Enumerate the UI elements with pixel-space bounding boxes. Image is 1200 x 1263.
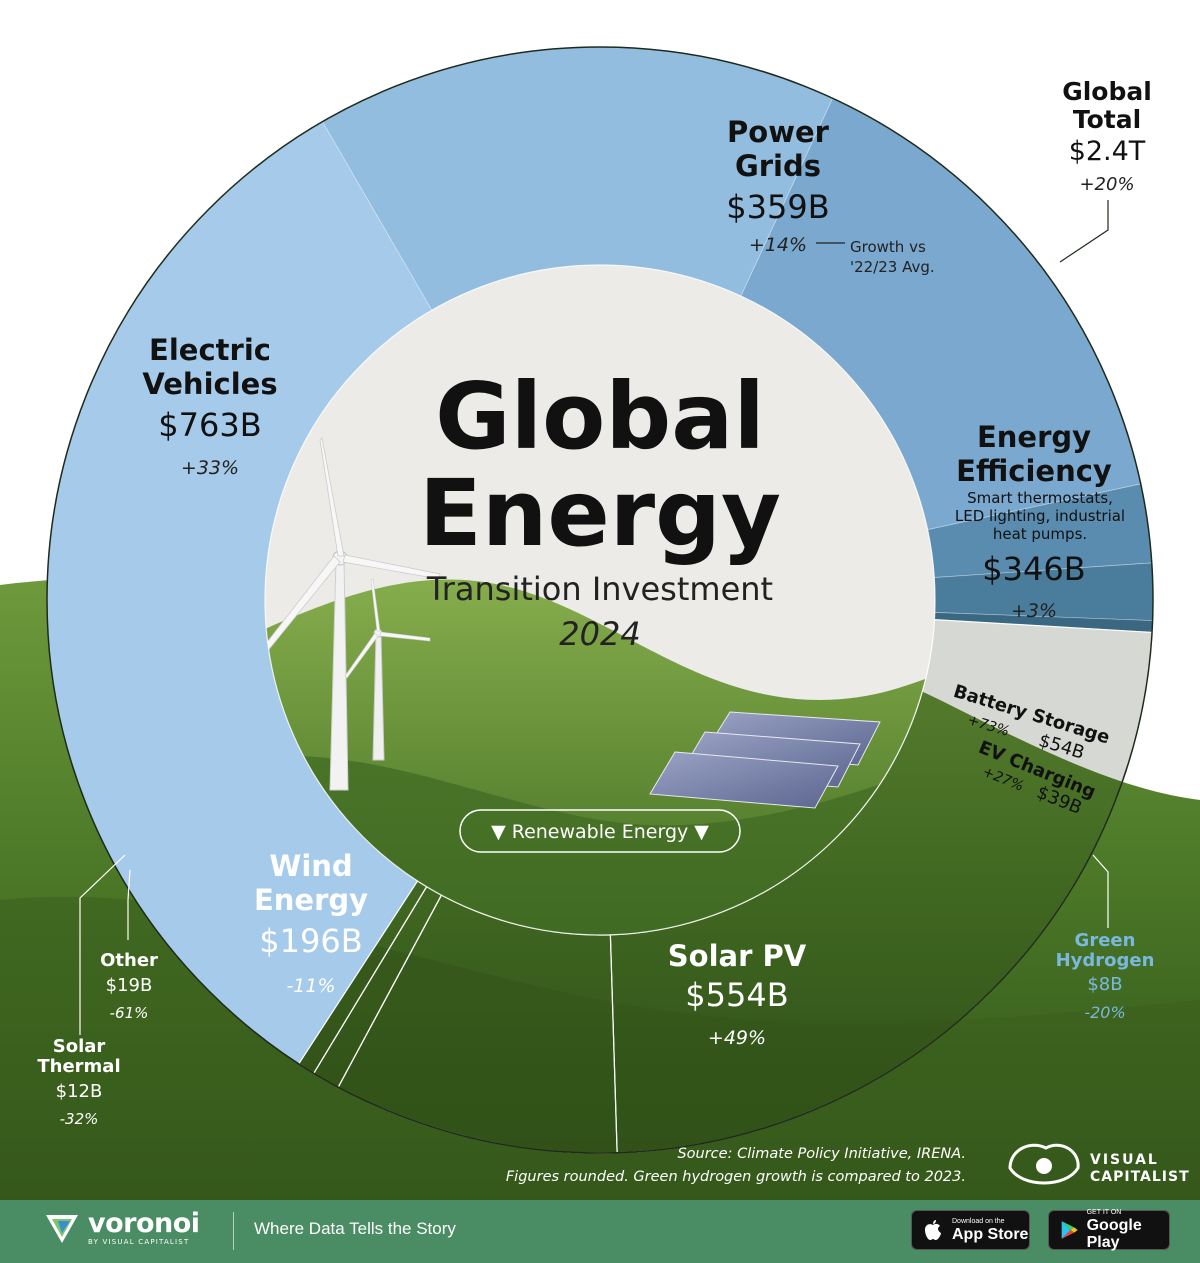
global-total-growth: +20%: [1079, 174, 1134, 195]
solar-pv-label: Solar PV: [668, 939, 807, 973]
year: 2024: [559, 615, 640, 653]
donut-segments: [46, 46, 1154, 1154]
hydrogen-label2: Hydrogen: [1056, 950, 1155, 971]
app-store-small: Download on the: [952, 1217, 1005, 1225]
play-small: GET IT ON: [1086, 1209, 1122, 1216]
publisher-line1: VISUAL: [1090, 1152, 1159, 1168]
title-line2: Energy: [419, 460, 781, 567]
leader-lines-white: [79, 854, 1109, 1035]
efficiency-label2: Efficiency: [956, 454, 1112, 488]
visual-capitalist-logo: VISUAL CAPITALIST: [1008, 1143, 1190, 1185]
tagline: Where Data Tells the Story: [254, 1219, 456, 1238]
ev-label1: Electric: [149, 333, 271, 367]
brand-name: voronoi: [88, 1208, 200, 1239]
source-line1: Source: Climate Policy Initiative, IRENA…: [677, 1146, 966, 1162]
solar-pv-value: $554B: [685, 976, 788, 1014]
source-line2: Figures rounded. Green hydrogen growth i…: [506, 1169, 966, 1185]
inner-ring: [264, 264, 936, 936]
solar-thermal-value: $12B: [56, 1081, 103, 1102]
efficiency-note2: LED lighting, industrial: [955, 507, 1125, 525]
solar-thermal-label2: Thermal: [37, 1056, 120, 1077]
hydrogen-growth: -20%: [1084, 1003, 1125, 1022]
solar-pv-growth: +49%: [708, 1027, 766, 1049]
play-big: Google Play: [1086, 1217, 1142, 1251]
grids-label1: Power: [727, 115, 830, 149]
footer-bar: voronoi BY VISUAL CAPITALIST Where Data …: [0, 1200, 1200, 1263]
hydrogen-label1: Green: [1075, 930, 1136, 951]
ev-value: $763B: [158, 406, 261, 444]
growth-note-line1: Growth vs: [850, 238, 926, 256]
global-total-value: $2.4T: [1069, 136, 1146, 167]
ev-growth: +33%: [181, 457, 239, 479]
wind-growth: -11%: [286, 975, 335, 997]
efficiency-label1: Energy: [977, 420, 1091, 454]
renewable-badge: [459, 809, 741, 853]
wind-label2: Energy: [254, 883, 368, 917]
solar-thermal-label1: Solar: [53, 1036, 106, 1057]
wind-label1: Wind: [269, 849, 352, 883]
other-value: $19B: [106, 975, 153, 996]
outer-ring: [46, 46, 1154, 1154]
wind-value: $196B: [259, 922, 362, 960]
global-total-label1: Global: [1062, 77, 1152, 106]
efficiency-note3: heat pumps.: [993, 525, 1087, 543]
grids-growth: +14%: [749, 234, 807, 256]
voronoi-logo-icon: [46, 1215, 78, 1243]
app-store-big: App Store: [952, 1225, 1029, 1243]
other-label: Other: [100, 950, 158, 971]
wind-turbine-illustration: [265, 437, 441, 791]
donut-chart: Global Energy Transition Investment 2024…: [0, 46, 1200, 1200]
app-store-button[interactable]: Download on the App Store: [911, 1210, 1030, 1250]
ev-label2: Vehicles: [142, 367, 277, 401]
efficiency-note1: Smart thermostats,: [967, 489, 1113, 507]
global-total-label2: Total: [1073, 105, 1141, 134]
solar-panels-illustration: [649, 711, 881, 809]
subtitle: Transition Investment: [426, 570, 773, 608]
other-growth: -61%: [110, 1004, 149, 1022]
footer-divider: [233, 1212, 234, 1250]
efficiency-growth: +3%: [1011, 600, 1057, 622]
brand-sub: BY VISUAL CAPITALIST: [88, 1238, 190, 1246]
grids-label2: Grids: [735, 149, 821, 183]
growth-note-line2: '22/23 Avg.: [850, 258, 935, 276]
google-play-icon: [1061, 1221, 1078, 1239]
grids-value: $359B: [726, 188, 829, 226]
leader-lines: [1059, 200, 1109, 263]
apple-icon: [925, 1220, 941, 1240]
title-line1: Global: [435, 363, 765, 470]
voronoi-brand[interactable]: voronoi BY VISUAL CAPITALIST: [44, 1210, 200, 1246]
publisher-line2: CAPITALIST: [1090, 1169, 1190, 1185]
efficiency-value: $346B: [982, 550, 1085, 588]
renewable-badge-label: ▼ Renewable Energy ▼: [491, 821, 709, 843]
solar-thermal-growth: -32%: [60, 1110, 99, 1128]
google-play-button[interactable]: GET IT ON Google Play: [1048, 1209, 1170, 1251]
hydrogen-value: $8B: [1087, 974, 1122, 995]
